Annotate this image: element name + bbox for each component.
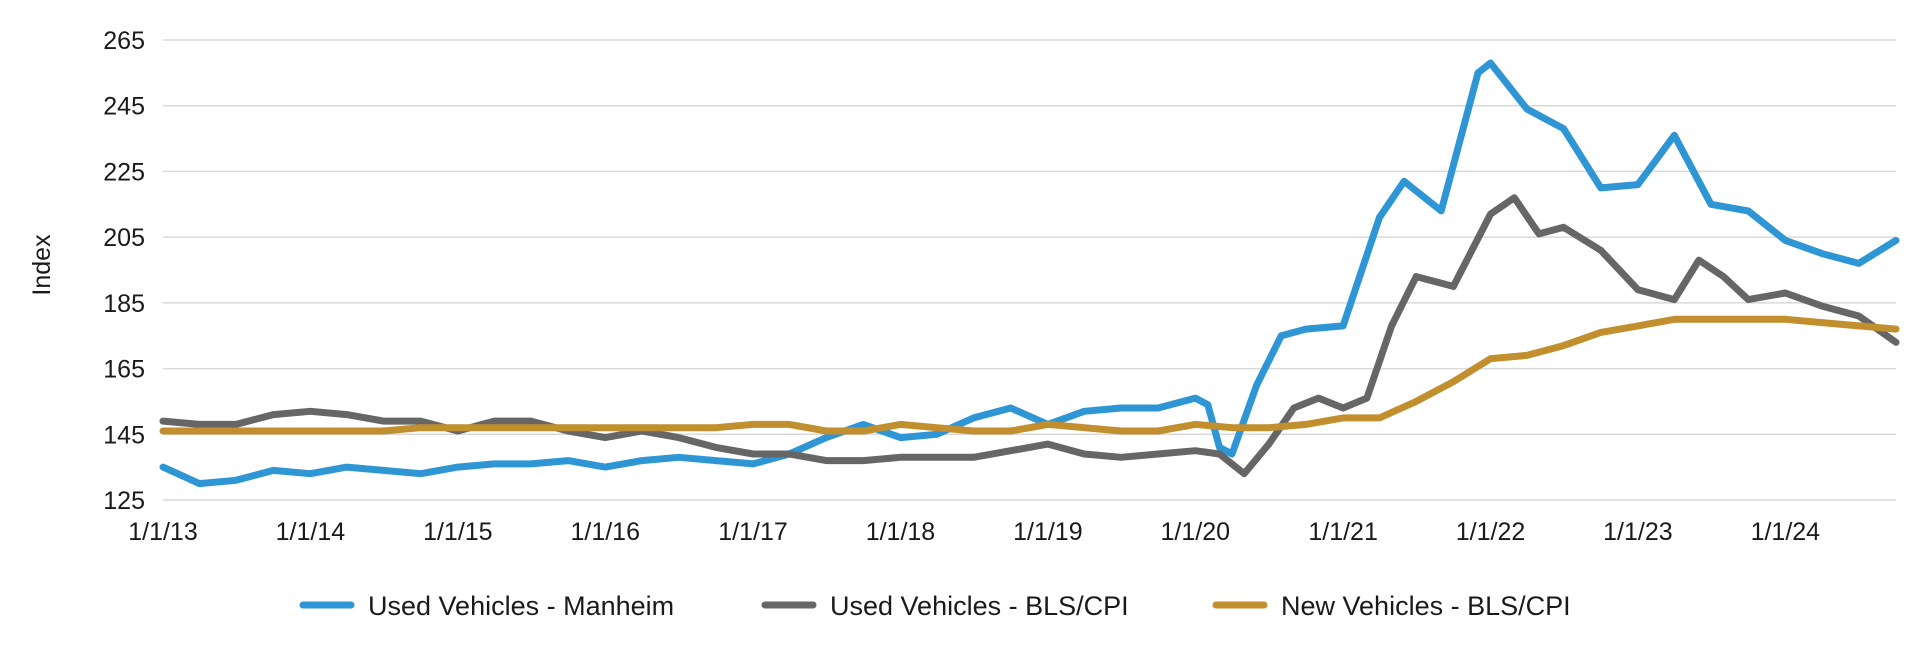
- x-tick-label: 1/1/13: [128, 518, 198, 546]
- y-tick-label: 125: [103, 487, 145, 515]
- x-tick-label: 1/1/14: [276, 518, 346, 546]
- series-line-3: [159, 315, 1900, 435]
- y-tick-label: 165: [103, 356, 145, 384]
- y-tick-label: 265: [103, 27, 145, 55]
- legend: Used Vehicles - Manheim Used Vehicles - B…: [299, 591, 1571, 621]
- x-axis-ticks: 1/1/13 1/1/14 1/1/15 1/1/16 1/1/17 1/1/18 1/1/…: [128, 518, 1820, 546]
- x-tick-label: 1/1/23: [1603, 518, 1673, 546]
- x-tick-label: 1/1/19: [1013, 518, 1083, 546]
- y-tick-label: 225: [103, 158, 145, 186]
- y-tick-label: 145: [103, 421, 145, 449]
- x-tick-label: 1/1/18: [866, 518, 936, 546]
- y-tick-label: 205: [103, 224, 145, 252]
- x-tick-label: 1/1/20: [1161, 518, 1231, 546]
- y-tick-label: 245: [103, 93, 145, 121]
- x-tick-label: 1/1/16: [570, 518, 640, 546]
- series-line-1: [159, 59, 1900, 488]
- series-lines: [159, 59, 1900, 488]
- y-axis-ticks: 125 145 165 185 205 225 245 265: [103, 27, 145, 515]
- x-tick-label: 1/1/21: [1308, 518, 1378, 546]
- x-tick-label: 1/1/17: [718, 518, 788, 546]
- y-tick-label: 185: [103, 290, 145, 318]
- legend-label-1: Used Vehicles - Manheim: [368, 591, 674, 621]
- gridlines: [163, 39, 1896, 501]
- y-axis-title: Index: [28, 234, 56, 296]
- legend-label-3: New Vehicles - BLS/CPI: [1281, 591, 1571, 621]
- x-tick-label: 1/1/15: [423, 518, 493, 546]
- x-tick-label: 1/1/22: [1456, 518, 1526, 546]
- series-line-2: [159, 194, 1900, 478]
- legend-label-2: Used Vehicles - BLS/CPI: [830, 591, 1129, 621]
- x-tick-label: 1/1/24: [1751, 518, 1821, 546]
